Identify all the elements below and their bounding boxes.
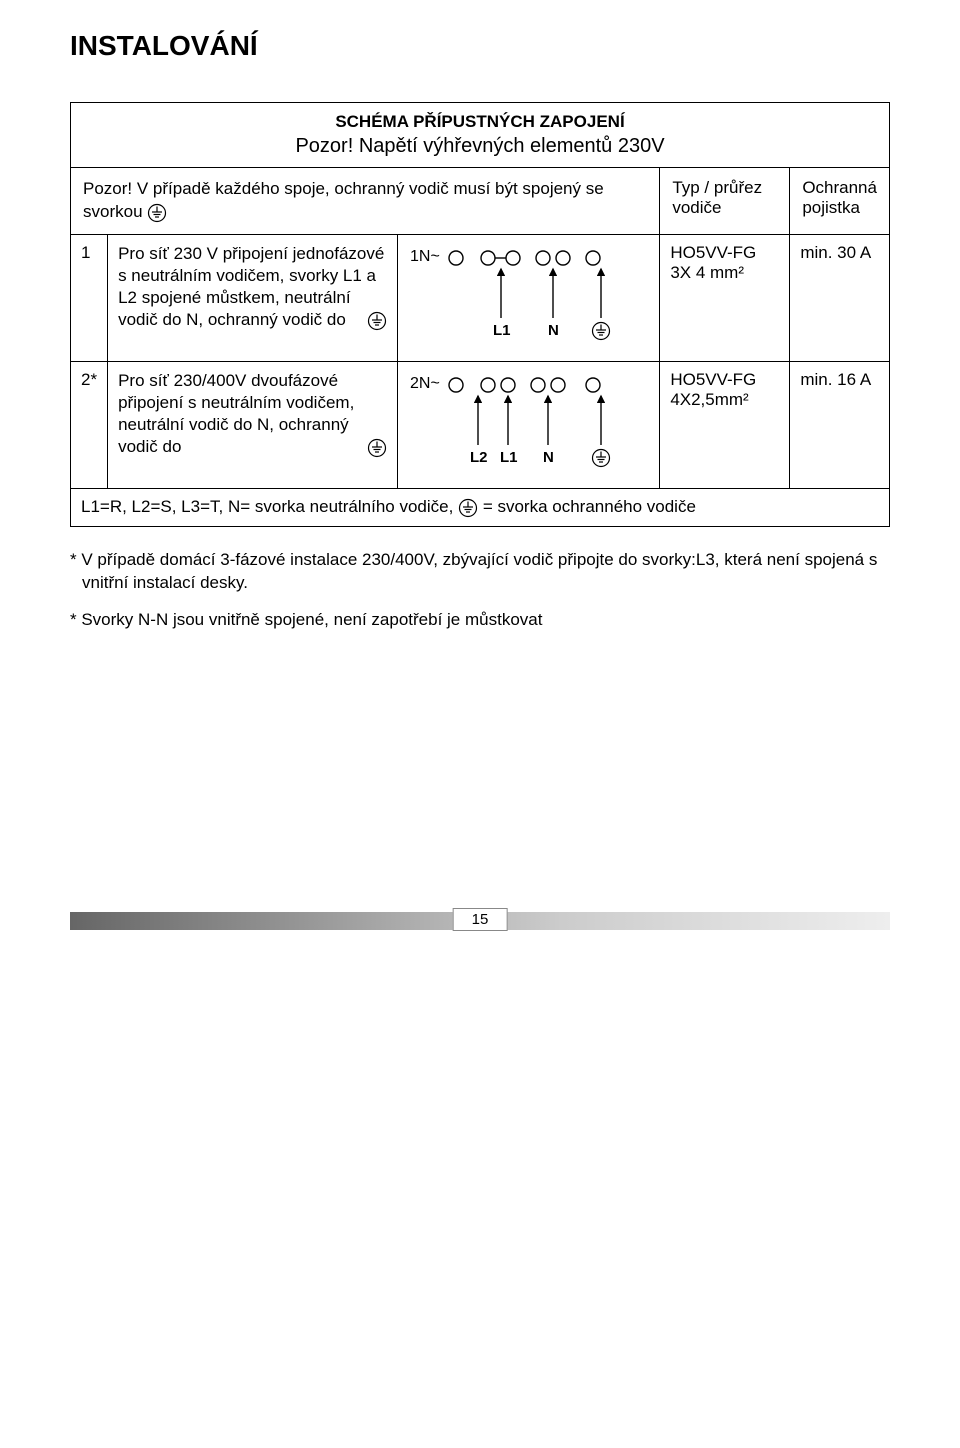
- row2-desc-text: Pro síť 230/400V dvoufázové připojení s …: [118, 371, 354, 456]
- page-title: INSTALOVÁNÍ: [70, 30, 890, 62]
- col-type-header: Typ / průřez vodiče: [660, 168, 790, 235]
- wiring-diagram-2n: 2N~ L2 L1 N: [408, 370, 628, 480]
- col-fuse-header: Ochranná pojistka: [790, 168, 890, 235]
- scheme-subtitle: Pozor! Napětí výhřevných elementů 230V: [295, 135, 664, 157]
- row2-spec: HO5VV-FG 4X2,5mm²: [660, 361, 790, 488]
- row2-index: 2*: [71, 361, 108, 488]
- legend-text: L1=R, L2=S, L3=T, N= svorka neutrálního …: [81, 497, 458, 516]
- footnote-1: * V případě domácí 3-fázové instalace 23…: [70, 549, 890, 595]
- phase-label: 2N~: [410, 375, 440, 392]
- page-number: 15: [453, 908, 508, 931]
- legend-cell: L1=R, L2=S, L3=T, N= svorka neutrálního …: [71, 488, 890, 526]
- ground-icon: [593, 449, 610, 466]
- row2-fuse: min. 16 A: [790, 361, 890, 488]
- scheme-title-cell: SCHÉMA PŘÍPUSTNÝCH ZAPOJENÍ Pozor! Napět…: [71, 103, 890, 168]
- row2-diagram: 2N~ L2 L1 N: [398, 361, 660, 488]
- label-l1: L1: [493, 322, 511, 339]
- table-row: 1 Pro síť 230 V připojení jedno­fázové s…: [71, 234, 890, 361]
- spec-line2: 3X 4 mm²: [670, 263, 744, 282]
- row1-spec: HO5VV-FG 3X 4 mm²: [660, 234, 790, 361]
- page-footer-bar: 15: [70, 912, 890, 930]
- footnotes: * V případě domácí 3-fázové instalace 23…: [70, 549, 890, 632]
- scheme-title: SCHÉMA PŘÍPUSTNÝCH ZAPOJENÍ: [335, 112, 624, 131]
- phase-label: 1N~: [410, 248, 440, 265]
- ground-icon: [367, 438, 387, 458]
- ground-icon: [593, 322, 610, 339]
- row1-fuse: min. 30 A: [790, 234, 890, 361]
- footnote-2: * Svorky N-N jsou vnitřně spojené, není …: [70, 609, 890, 632]
- label-l1: L1: [500, 449, 518, 466]
- wiring-diagram-1n: 1N~: [408, 243, 628, 353]
- row1-desc-text: Pro síť 230 V připojení jedno­fázové s n…: [118, 244, 384, 329]
- spec-line1: HO5VV-FG: [670, 243, 756, 262]
- spec-line1: HO5VV-FG: [670, 370, 756, 389]
- spec-line2: 4X2,5mm²: [670, 390, 748, 409]
- label-n: N: [548, 322, 559, 339]
- ground-icon: [147, 203, 167, 223]
- table-row: 2* Pro síť 230/400V dvoufázové připojení…: [71, 361, 890, 488]
- legend-after: = svorka ochranného vodiče: [483, 497, 696, 516]
- ground-icon: [458, 498, 478, 518]
- wiring-scheme-table: SCHÉMA PŘÍPUSTNÝCH ZAPOJENÍ Pozor! Napět…: [70, 102, 890, 527]
- warning-cell: Pozor! V případě každého spoje, ochranný…: [71, 168, 660, 235]
- row2-desc: Pro síť 230/400V dvoufázové připojení s …: [108, 361, 398, 488]
- row1-index: 1: [71, 234, 108, 361]
- ground-icon: [367, 311, 387, 331]
- label-l2: L2: [470, 449, 488, 466]
- row1-desc: Pro síť 230 V připojení jedno­fázové s n…: [108, 234, 398, 361]
- row1-diagram: 1N~: [398, 234, 660, 361]
- label-n: N: [543, 449, 554, 466]
